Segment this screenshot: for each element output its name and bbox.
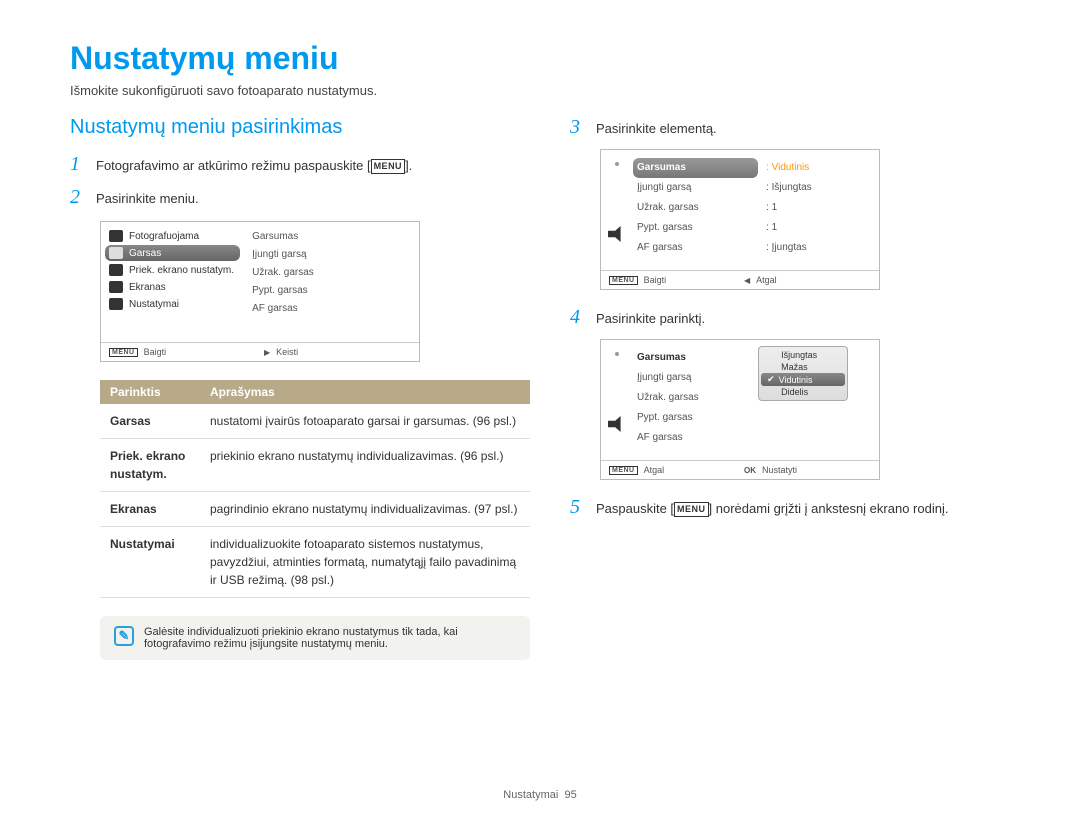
check-icon: ✔ [767, 374, 775, 385]
speaker-icon [608, 416, 626, 432]
submenu-item: Garsumas [252, 228, 411, 246]
step-number: 1 [70, 153, 86, 176]
info-icon: ✎ [114, 626, 134, 646]
menu-icon: MENU [109, 348, 138, 357]
list-value: : 1 [762, 218, 865, 238]
step-number: 4 [570, 306, 586, 329]
right-arrow-icon: ▶ [264, 348, 270, 357]
menu-item: Priek. ekrano nustatym. [105, 262, 240, 278]
page-title: Nustatymų meniu [70, 40, 1010, 77]
step-4: 4 Pasirinkite parinktį. [570, 306, 1010, 329]
dot-icon [615, 162, 619, 166]
gear-icon [109, 298, 123, 310]
footer-label: Baigti [144, 347, 167, 357]
page-footer: Nustatymai 95 [0, 789, 1080, 801]
lcd-screen-option: Garsumas Įjungti garsą Užrak. garsas Pyp… [600, 339, 880, 480]
list-row: Užrak. garsas [633, 198, 758, 218]
note-box: ✎ Galėsite individualizuoti priekinio ek… [100, 616, 530, 660]
section-title: Nustatymų meniu pasirinkimas [70, 116, 530, 139]
list-row: Pypt. garsas [633, 218, 758, 238]
list-row: Įjungti garsą [633, 178, 758, 198]
table-row: Nustatymaiindividualizuokite fotoaparato… [100, 527, 530, 598]
list-value: : Vidutinis [762, 158, 865, 178]
list-row: Įjungti garsą [633, 368, 758, 388]
list-row: Pypt. garsas [633, 408, 758, 428]
dot-icon [615, 352, 619, 356]
step-text: Fotografavimo ar atkūrimo režimu paspaus… [96, 156, 412, 176]
table-header: Aprašymas [200, 380, 530, 404]
step-text: Pasirinkite elementą. [596, 119, 717, 139]
lcd-screen-menu: Fotografuojama Garsas Priek. ekrano nust… [100, 221, 420, 362]
list-row-selected: Garsumas [633, 158, 758, 178]
footer-label: Nustatyti [762, 465, 797, 475]
step-1: 1 Fotografavimo ar atkūrimo režimu paspa… [70, 153, 530, 176]
step-number: 5 [570, 496, 586, 519]
menu-item: Ekranas [105, 279, 240, 295]
submenu-item: AF garsas [252, 300, 411, 318]
menu-icon: MENU [371, 159, 406, 175]
sound-icon [109, 247, 123, 259]
table-row: Ekranaspagrindinio ekrano nustatymų indi… [100, 492, 530, 527]
front-display-icon [109, 264, 123, 276]
lcd-screen-element: Garsumas Įjungti garsą Užrak. garsas Pyp… [600, 149, 880, 290]
camera-icon [109, 230, 123, 242]
ok-icon: OK [744, 466, 756, 475]
speaker-icon [608, 226, 626, 242]
footer-label: Baigti [644, 275, 667, 285]
submenu-item: Užrak. garsas [252, 264, 411, 282]
left-column: Nustatymų meniu pasirinkimas 1 Fotografa… [70, 116, 530, 660]
table-header: Parinktis [100, 380, 200, 404]
step-number: 2 [70, 186, 86, 209]
popup-option: Mažas [761, 361, 845, 373]
step-3: 3 Pasirinkite elementą. [570, 116, 1010, 139]
list-row: Užrak. garsas [633, 388, 758, 408]
list-value: : 1 [762, 198, 865, 218]
popup-option: Didelis [761, 386, 845, 398]
list-row: AF garsas [633, 238, 758, 258]
list-value: : Įjungtas [762, 238, 865, 258]
note-text: Galėsite individualizuoti priekinio ekra… [144, 626, 516, 650]
table-row: Garsasnustatomi įvairūs fotoaparato gars… [100, 404, 530, 439]
menu-item: Fotografuojama [105, 228, 240, 244]
menu-icon: MENU [609, 466, 638, 475]
step-2: 2 Pasirinkite meniu. [70, 186, 530, 209]
footer-label: Atgal [644, 465, 665, 475]
footer-label: Keisti [276, 347, 298, 357]
footer-label: Atgal [756, 275, 777, 285]
left-arrow-icon: ◀ [744, 276, 750, 285]
menu-icon: MENU [674, 502, 709, 518]
page-subtitle: Išmokite sukonfigūruoti savo fotoaparato… [70, 83, 1010, 98]
step-text: Paspauskite [MENU] norėdami grįžti į ank… [596, 499, 948, 519]
display-icon [109, 281, 123, 293]
step-text: Pasirinkite meniu. [96, 189, 199, 209]
step-number: 3 [570, 116, 586, 139]
list-row: AF garsas [633, 428, 758, 448]
option-popup: Išjungtas Mažas ✔Vidutinis Didelis [758, 346, 848, 401]
menu-icon: MENU [609, 276, 638, 285]
step-5: 5 Paspauskite [MENU] norėdami grįžti į a… [570, 496, 1010, 519]
menu-item-selected: Garsas [105, 245, 240, 261]
popup-option: Išjungtas [761, 349, 845, 361]
right-column: 3 Pasirinkite elementą. Garsumas Įjungti… [570, 116, 1010, 660]
options-table: Parinktis Aprašymas Garsasnustatomi įvai… [100, 380, 530, 598]
list-value: : Išjungtas [762, 178, 865, 198]
list-row: Garsumas [633, 348, 758, 368]
submenu-item: Pypt. garsas [252, 282, 411, 300]
submenu-item: Įjungti garsą [252, 246, 411, 264]
menu-item: Nustatymai [105, 296, 240, 312]
step-text: Pasirinkite parinktį. [596, 309, 705, 329]
popup-option-selected: ✔Vidutinis [761, 373, 845, 386]
table-row: Priek. ekrano nustatym.priekinio ekrano … [100, 439, 530, 492]
